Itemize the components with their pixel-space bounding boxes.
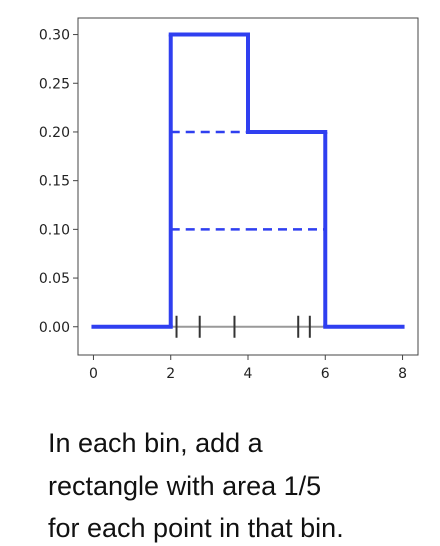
x-tick-label: 2: [166, 366, 175, 382]
caption-line: In each bin, add a: [48, 428, 264, 458]
y-tick-label: 0.00: [39, 320, 70, 336]
y-tick-label: 0.10: [39, 222, 70, 238]
x-tick-label: 0: [89, 366, 98, 382]
y-tick-label: 0.25: [39, 76, 70, 92]
x-tick-label: 4: [244, 366, 253, 382]
y-tick-label: 0.20: [39, 125, 70, 141]
caption-line: rectangle with area 1/5: [48, 471, 321, 501]
caption-line: for each point in that bin.: [48, 513, 344, 543]
x-tick-label: 8: [398, 366, 407, 382]
x-tick-label: 6: [321, 366, 330, 382]
y-tick-label: 0.15: [39, 174, 70, 190]
y-tick-label: 0.05: [39, 271, 70, 287]
y-tick-label: 0.30: [39, 28, 70, 44]
